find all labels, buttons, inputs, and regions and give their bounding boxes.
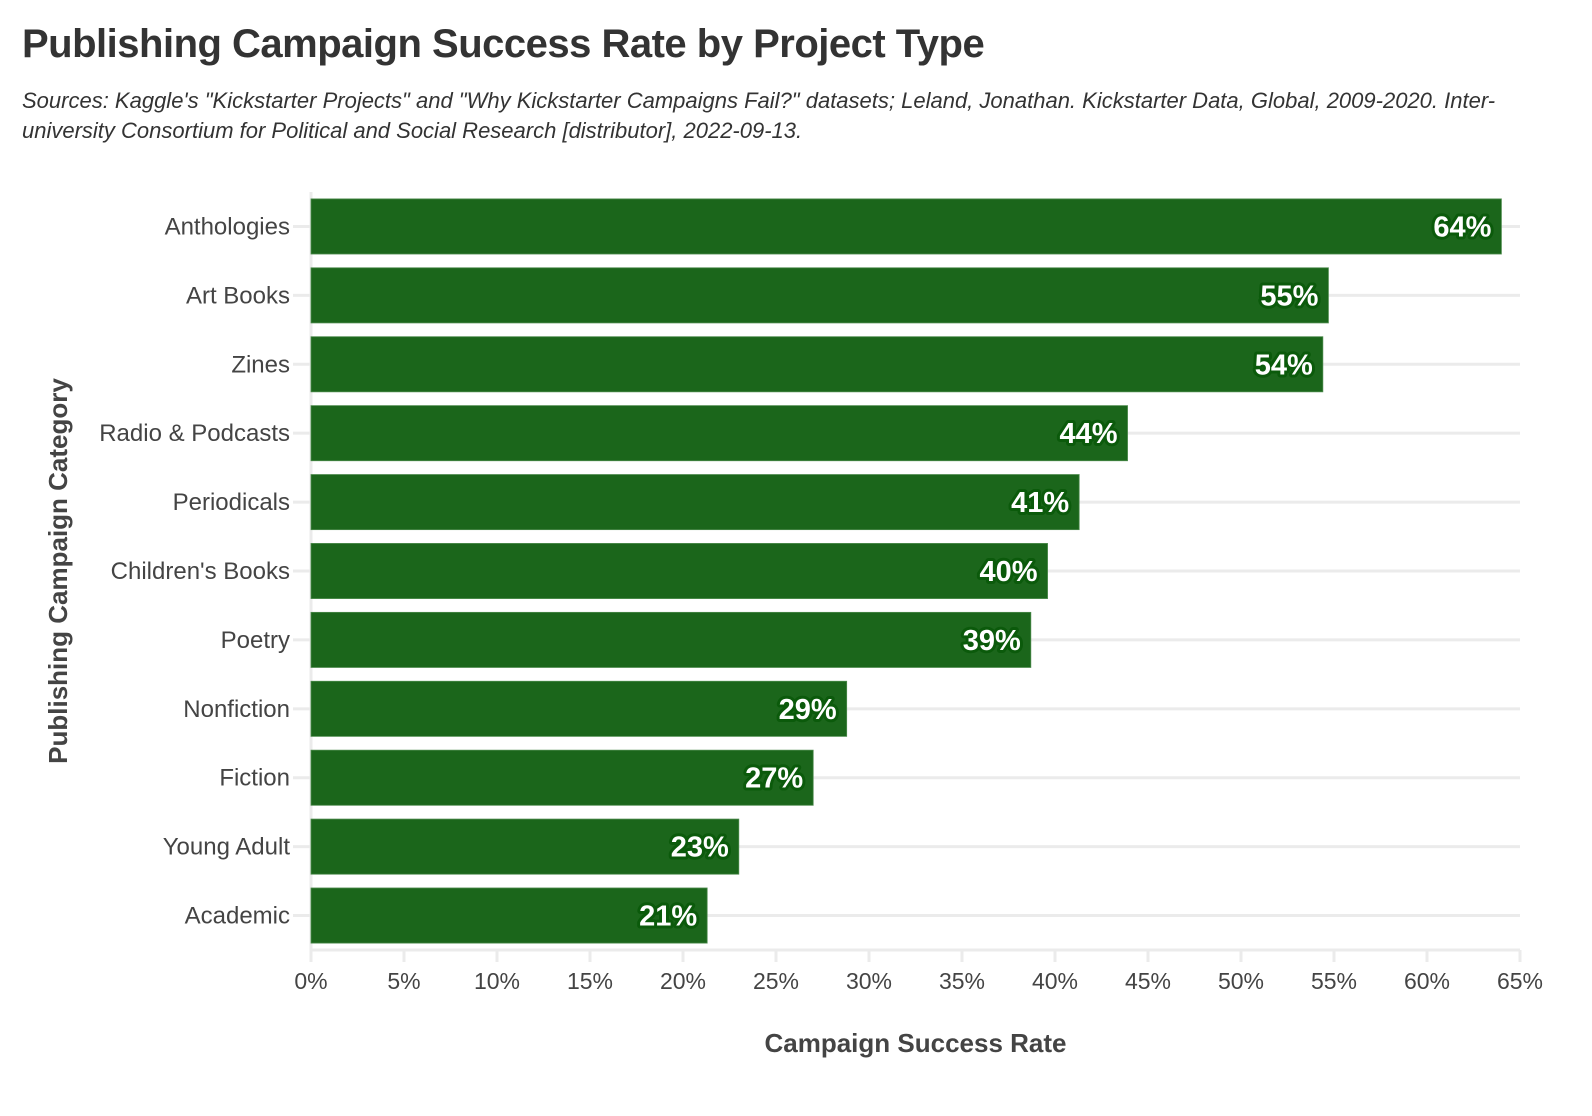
- bar: [310, 543, 1048, 599]
- category-label: Nonfiction: [183, 696, 290, 723]
- x-tick-label: 35%: [939, 968, 985, 994]
- x-tick-label: 15%: [567, 968, 613, 994]
- x-axis-title: Campaign Success Rate: [764, 1028, 1066, 1058]
- bar-data-label: 55%: [1260, 280, 1318, 312]
- bar-data-label: 23%: [671, 832, 729, 864]
- bar-data-label: 54%: [1255, 349, 1313, 381]
- x-tick-label: 20%: [660, 968, 706, 994]
- x-tick-label: 60%: [1404, 968, 1450, 994]
- bar: [310, 267, 1329, 324]
- bar: [310, 198, 1502, 255]
- y-axis-title: Publishing Campaign Category: [43, 378, 73, 764]
- category-label: Children's Books: [111, 558, 290, 585]
- x-tick-label: 5%: [387, 968, 420, 994]
- bars: 64% 55% 54% 44% 41% 40% 39% 29% 27% 23% 21%: [310, 198, 1502, 944]
- x-axis: 0% 5% 10% 15% 20% 25% 30% 35% 40% 45% 50% 55% 60% 65%: [294, 950, 1543, 994]
- bar-data-label: 40%: [980, 556, 1038, 588]
- bar-data-label: 39%: [963, 625, 1021, 657]
- bar-data-label: 44%: [1059, 418, 1117, 450]
- chart-subtitle: Sources: Kaggle's "Kickstarter Projects"…: [22, 88, 1496, 143]
- bar: [310, 611, 1032, 668]
- x-tick-label: 40%: [1032, 968, 1078, 994]
- category-label: Zines: [231, 351, 290, 378]
- bar: [310, 336, 1324, 393]
- x-tick-label: 10%: [474, 968, 520, 994]
- category-label: Fiction: [219, 765, 290, 792]
- category-label: Radio & Podcasts: [99, 420, 290, 447]
- category-label: Art Books: [186, 282, 290, 309]
- x-tick-label: 55%: [1311, 968, 1357, 994]
- x-tick-label: 30%: [846, 968, 892, 994]
- bar: [310, 680, 848, 737]
- category-label: Periodicals: [173, 489, 290, 516]
- category-label: Poetry: [221, 627, 290, 654]
- bar-data-label: 64%: [1433, 211, 1491, 243]
- bar-data-label: 21%: [639, 901, 697, 933]
- x-tick-label: 25%: [753, 968, 799, 994]
- category-label: Academic: [185, 903, 290, 930]
- x-tick-label: 45%: [1125, 968, 1171, 994]
- x-tick-label: 65%: [1497, 968, 1543, 994]
- bar: [310, 818, 740, 875]
- category-label: Young Adult: [163, 834, 291, 861]
- bar-data-label: 27%: [745, 763, 803, 795]
- bar: [310, 887, 708, 944]
- bar: [310, 405, 1128, 462]
- x-tick-label: 0%: [294, 968, 327, 994]
- category-labels: Anthologies Art Books Zines Radio & Podcast…: [99, 213, 290, 929]
- bar-data-label: 29%: [779, 694, 837, 726]
- category-label: Anthologies: [165, 213, 290, 240]
- bar: [310, 474, 1080, 531]
- chart-title: Publishing Campaign Success Rate by Proj…: [22, 22, 985, 66]
- x-tick-label: 50%: [1218, 968, 1264, 994]
- bar-data-label: 41%: [1011, 487, 1069, 519]
- bar: [310, 749, 814, 806]
